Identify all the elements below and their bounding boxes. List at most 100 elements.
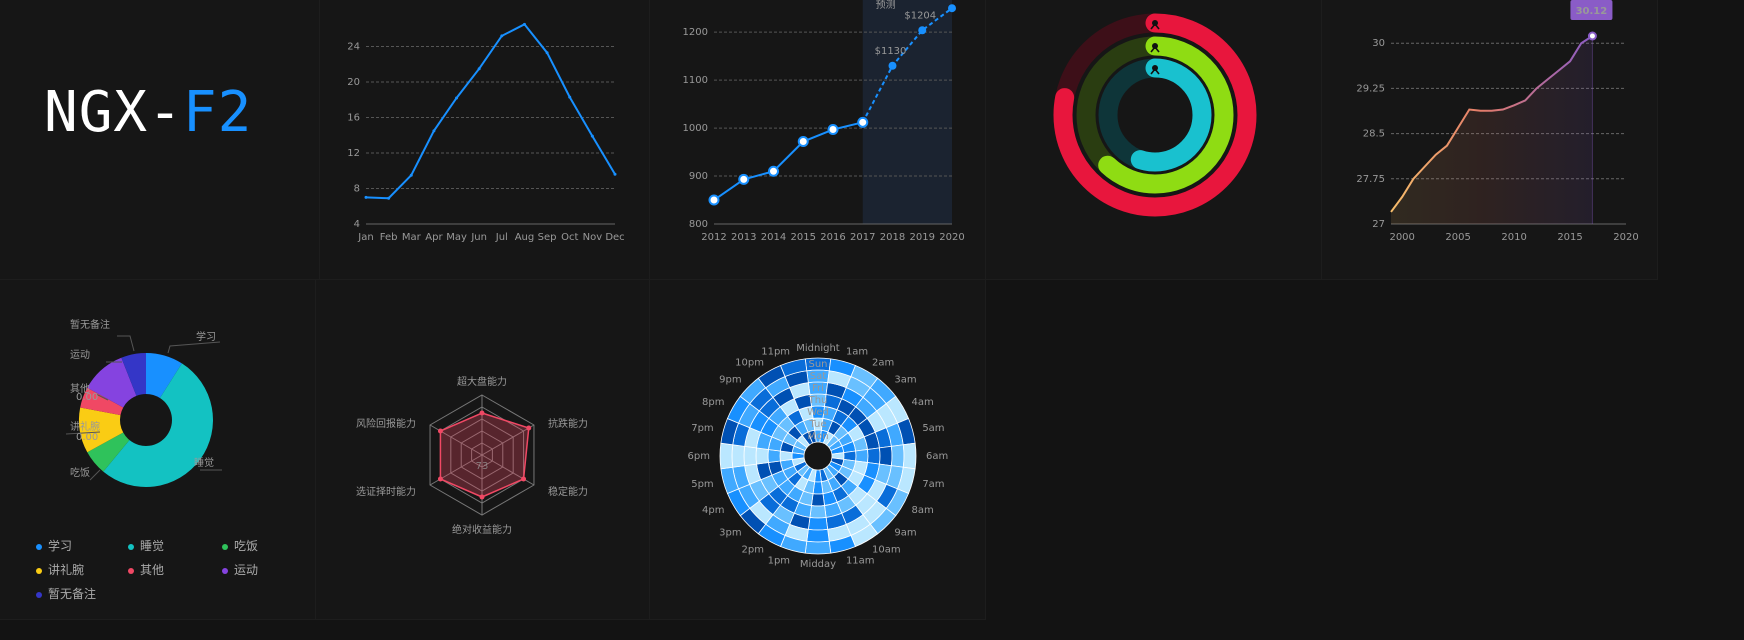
legend-item[interactable]: 学习 <box>36 537 72 554</box>
heatmap-cell <box>890 444 905 468</box>
legend-label: 其他 <box>140 563 165 577</box>
radar-axis-label: 绝对收益能力 <box>452 523 512 536</box>
pie-slice <box>103 363 214 488</box>
hour-label: 6pm <box>688 451 710 462</box>
panel-heatmap <box>650 280 986 620</box>
hour-label: 10am <box>872 545 901 556</box>
x-tick-label: Apr <box>425 232 443 243</box>
heatmap-cell <box>809 505 827 519</box>
series-area <box>1391 36 1593 224</box>
y-tick-label: 1200 <box>683 27 708 38</box>
x-tick-label: 2005 <box>1445 232 1470 243</box>
forecast-line <box>861 7 953 123</box>
value-label: 0.00 <box>76 392 98 403</box>
leader-line <box>89 469 101 481</box>
x-tick-label: 2015 <box>1557 232 1582 243</box>
hour-label: 8am <box>912 505 934 516</box>
hour-label: Midday <box>800 559 836 570</box>
legend-item[interactable]: 讲礼腕 <box>36 561 84 578</box>
legend-label: 学习 <box>48 539 73 553</box>
x-tick-label: Aug <box>515 232 535 243</box>
running-icon <box>1150 20 1160 30</box>
legend-item[interactable]: 其他 <box>128 561 164 578</box>
heatmap-cell <box>811 493 825 507</box>
hour-label: Midnight <box>796 343 840 354</box>
legend-marker <box>36 543 42 550</box>
x-tick-label: Dec <box>605 232 624 243</box>
pie-slice <box>87 357 137 408</box>
hour-label: 1pm <box>768 555 790 566</box>
data-point <box>387 196 391 200</box>
tooltip-box <box>1570 0 1613 20</box>
data-point <box>590 134 594 138</box>
brand-logo: NGX-F2 <box>44 80 252 145</box>
standing-icon <box>1150 65 1160 75</box>
data-point <box>948 4 956 13</box>
heatmap-cell <box>867 447 881 465</box>
slice-label: 讲礼腕 <box>70 420 100 433</box>
y-tick-label: 29.25 <box>1356 83 1385 94</box>
slice-label: 学习 <box>196 330 216 343</box>
x-tick-label: Jun <box>470 232 487 243</box>
radar-spoke <box>481 424 535 456</box>
panel-brand <box>0 0 320 280</box>
x-tick-label: 2014 <box>761 232 786 243</box>
data-point <box>432 129 436 133</box>
pie-slice <box>87 432 130 472</box>
hour-label: 3am <box>894 375 916 386</box>
radar-point <box>479 410 485 416</box>
radar-center-value: 73 <box>476 461 489 472</box>
x-tick-label: Jul <box>495 232 508 243</box>
y-tick-label: 900 <box>689 171 708 182</box>
heatmap-cell <box>743 445 757 467</box>
heatmap-cell <box>879 445 893 467</box>
legend-marker <box>222 543 228 550</box>
hour-label: 10pm <box>735 357 764 368</box>
legend-item[interactable]: 运动 <box>222 561 258 578</box>
hour-label: 6am <box>926 451 948 462</box>
y-tick-label: 4 <box>354 219 360 230</box>
y-tick-label: 24 <box>347 42 360 53</box>
legend-item[interactable]: 暂无备注 <box>36 585 96 602</box>
series-line <box>1390 35 1593 213</box>
hour-label: 7am <box>922 479 944 490</box>
y-tick-label: 8 <box>354 184 360 195</box>
day-label: Tue <box>808 419 826 430</box>
y-tick-label: 1100 <box>683 75 708 86</box>
panel-radar <box>316 280 650 620</box>
hour-label: 8pm <box>702 397 724 408</box>
hour-label: 1am <box>846 347 868 358</box>
x-tick-label: 2020 <box>1613 232 1638 243</box>
y-tick-label: 12 <box>347 148 360 159</box>
radar-point <box>437 428 443 434</box>
brand-part-1: NGX <box>44 80 149 145</box>
radar-point <box>479 494 485 500</box>
legend-marker <box>128 567 134 574</box>
y-tick-label: 27 <box>1372 219 1385 230</box>
data-point <box>738 173 750 185</box>
legend-label: 吃饭 <box>234 539 259 553</box>
legend-marker <box>128 543 134 550</box>
data-point <box>500 34 504 38</box>
x-tick-label: 2000 <box>1389 232 1414 243</box>
x-tick-label: 2017 <box>850 232 875 243</box>
legend-item[interactable]: 睡觉 <box>128 537 164 554</box>
data-point <box>857 116 869 128</box>
data-label: $1130 <box>875 46 907 57</box>
radar-axis-label: 稳定能力 <box>548 485 588 498</box>
forecast-region <box>862 0 952 224</box>
walking-icon <box>1150 43 1160 53</box>
data-point <box>888 61 897 70</box>
x-tick-label: 2013 <box>731 232 756 243</box>
hour-label: 9am <box>894 527 916 538</box>
data-point <box>1587 31 1597 41</box>
radar-point <box>437 476 443 482</box>
pie-slice <box>146 353 182 399</box>
data-point <box>545 51 549 55</box>
radar-axis-label: 超大盘能力 <box>457 375 507 388</box>
legend-label: 讲礼腕 <box>48 563 85 577</box>
slice-label: 睡觉 <box>194 456 214 469</box>
legend-item[interactable]: 吃饭 <box>222 537 258 554</box>
radar-axis-label: 选证择时能力 <box>356 485 416 498</box>
